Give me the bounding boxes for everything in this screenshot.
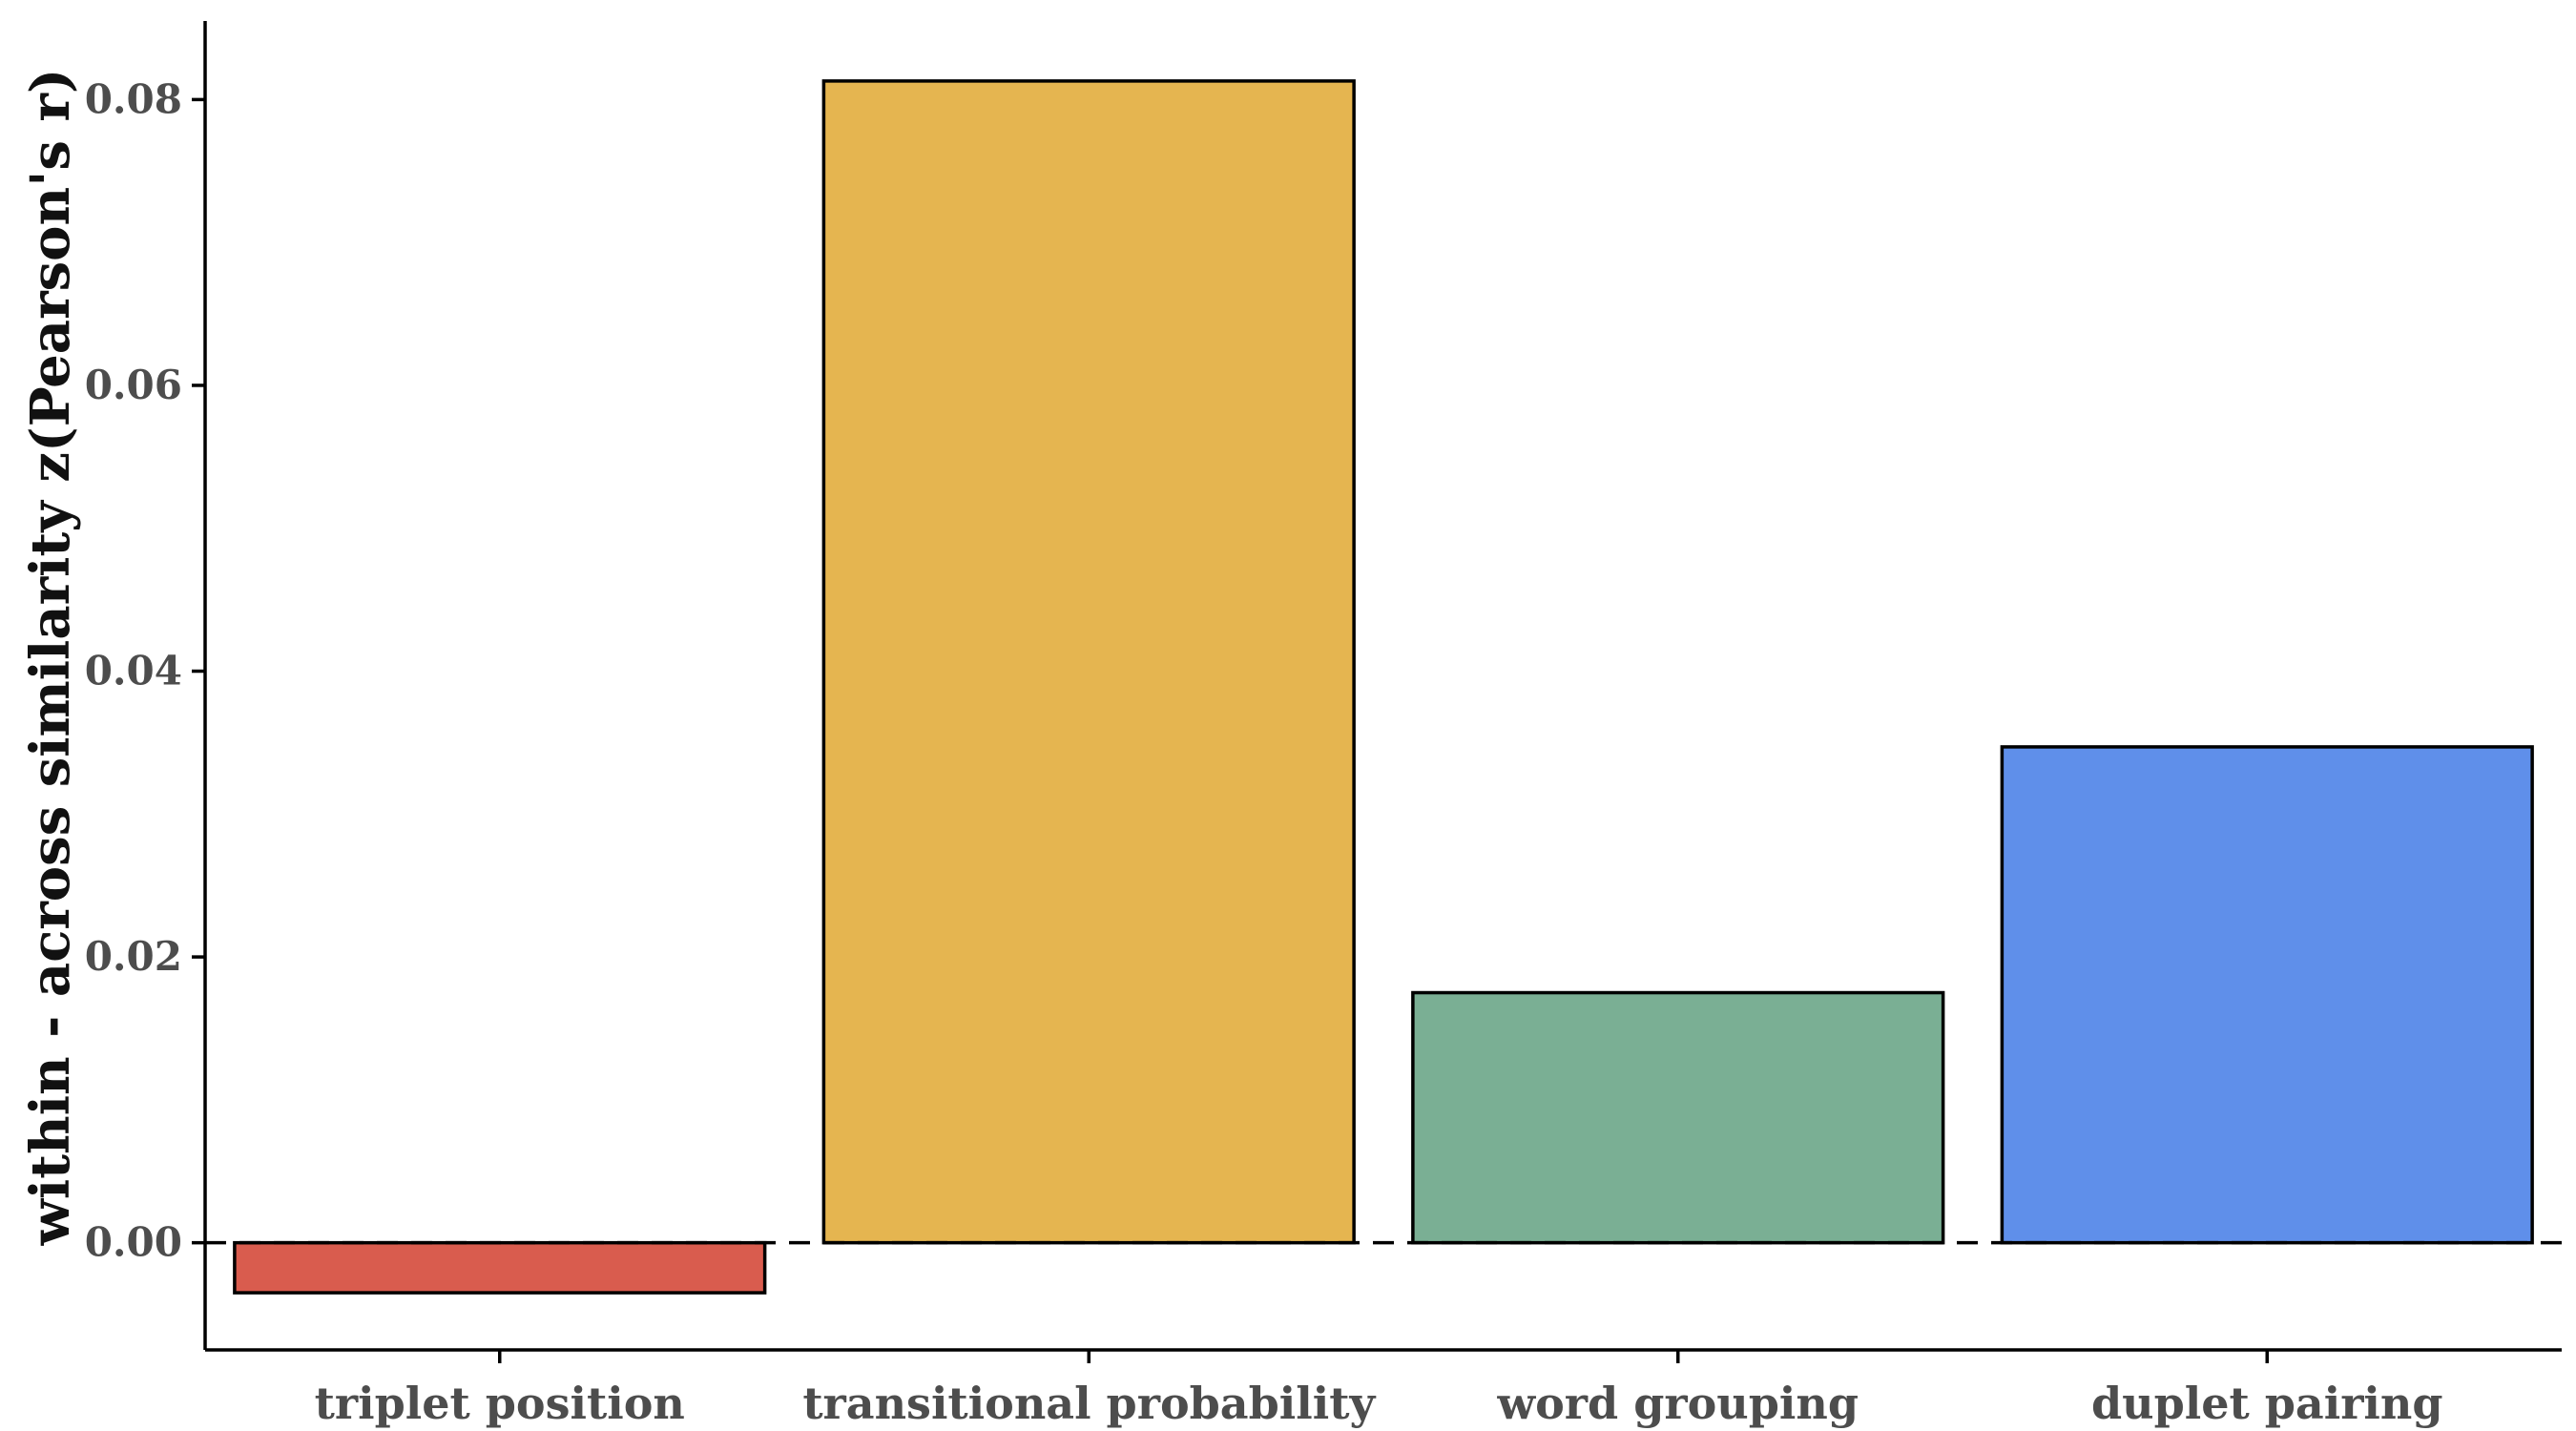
bar-transitional-probability xyxy=(821,79,1356,1245)
bar-triplet-position xyxy=(233,1240,767,1295)
x-axis-ticks: triplet position transitional probability… xyxy=(315,1350,2443,1429)
x-tick-label: duplet pairing xyxy=(2091,1378,2443,1429)
y-tick-label: 0.08 xyxy=(85,75,182,122)
y-tick-label: 0.04 xyxy=(85,648,182,695)
bars xyxy=(233,79,2534,1295)
y-tick-label: 0.06 xyxy=(85,362,182,408)
y-tick-label: 0.00 xyxy=(85,1219,182,1266)
bar-word-grouping xyxy=(1411,990,1945,1245)
x-tick-label: word grouping xyxy=(1497,1378,1859,1429)
y-axis-title: within - across similarity z(Pearson's r… xyxy=(19,69,82,1247)
x-tick-label: triplet position xyxy=(315,1378,685,1429)
bar-duplet-pairing xyxy=(2000,745,2534,1245)
x-tick-label: transitional probability xyxy=(802,1378,1376,1429)
y-axis-ticks: 0.00 0.02 0.04 0.06 0.08 xyxy=(85,75,205,1266)
y-tick-label: 0.02 xyxy=(85,933,182,980)
